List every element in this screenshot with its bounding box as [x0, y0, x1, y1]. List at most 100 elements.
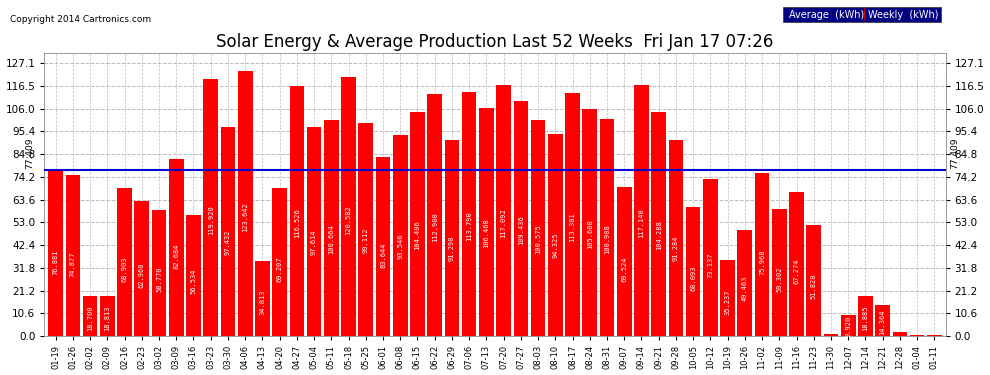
Text: 62.960: 62.960 [139, 262, 145, 288]
Bar [514, 101, 529, 336]
Text: 9.920: 9.920 [845, 316, 851, 337]
Bar [203, 79, 218, 336]
Bar [582, 110, 597, 336]
Text: 74.877: 74.877 [70, 251, 76, 276]
Bar [342, 77, 355, 336]
Text: 109.436: 109.436 [518, 216, 524, 245]
Text: 69.524: 69.524 [621, 256, 628, 282]
Text: 104.288: 104.288 [655, 220, 661, 250]
Text: 113.301: 113.301 [569, 212, 575, 242]
Text: 112.900: 112.900 [432, 212, 438, 242]
Bar [721, 261, 735, 336]
Text: 77.409: 77.409 [26, 137, 35, 169]
Text: 34.813: 34.813 [259, 290, 265, 315]
Text: 49.463: 49.463 [742, 276, 747, 301]
Text: Copyright 2014 Cartronics.com: Copyright 2014 Cartronics.com [10, 15, 151, 24]
Text: 106.468: 106.468 [483, 218, 489, 248]
Text: 91.284: 91.284 [673, 235, 679, 261]
Text: 18.813: 18.813 [104, 305, 110, 331]
Bar [151, 210, 166, 336]
Bar [186, 215, 201, 336]
Bar [668, 140, 683, 336]
Text: 93.546: 93.546 [397, 233, 403, 258]
Text: 100.575: 100.575 [535, 224, 542, 254]
Bar [531, 120, 545, 336]
Bar [100, 296, 115, 336]
Bar [875, 305, 890, 336]
Bar [927, 335, 941, 336]
Bar [548, 134, 562, 336]
Text: 56.534: 56.534 [190, 269, 196, 294]
Bar [651, 112, 666, 336]
Text: 120.582: 120.582 [346, 205, 351, 234]
Bar [221, 127, 236, 336]
Text: 94.325: 94.325 [552, 232, 558, 258]
Bar [703, 179, 718, 336]
Text: 119.920: 119.920 [208, 206, 214, 235]
Bar [358, 123, 373, 336]
Text: 60.093: 60.093 [690, 266, 696, 291]
Bar [738, 230, 752, 336]
Text: 59.302: 59.302 [776, 266, 782, 292]
Bar [807, 225, 821, 336]
Bar [393, 135, 408, 336]
Bar [255, 261, 269, 336]
Text: 113.790: 113.790 [466, 211, 472, 241]
Bar [893, 332, 907, 336]
Text: 117.092: 117.092 [501, 208, 507, 238]
Text: 100.664: 100.664 [329, 224, 335, 254]
Text: 14.364: 14.364 [880, 309, 886, 335]
Text: 67.274: 67.274 [794, 258, 800, 284]
Text: 68.903: 68.903 [122, 257, 128, 282]
Bar [272, 188, 287, 336]
Bar [824, 334, 839, 336]
Bar [375, 156, 390, 336]
Bar [445, 140, 459, 336]
Text: 58.770: 58.770 [156, 267, 162, 292]
Bar [289, 86, 304, 336]
Text: 116.526: 116.526 [294, 209, 300, 238]
Bar [307, 126, 322, 336]
Text: 104.406: 104.406 [415, 220, 421, 250]
Text: 18.885: 18.885 [862, 305, 868, 331]
Bar [169, 159, 183, 336]
Text: 97.432: 97.432 [225, 229, 231, 255]
Bar [600, 120, 615, 336]
Text: 117.140: 117.140 [639, 208, 644, 238]
Text: 99.112: 99.112 [362, 228, 369, 253]
Text: 75.968: 75.968 [759, 250, 765, 276]
Bar [461, 92, 476, 336]
Bar [117, 188, 132, 336]
Text: 69.207: 69.207 [276, 256, 282, 282]
Text: 123.642: 123.642 [243, 202, 248, 231]
Bar [479, 108, 494, 336]
Bar [565, 93, 580, 336]
Text: 97.614: 97.614 [311, 229, 317, 255]
Bar [135, 201, 149, 336]
Text: 91.290: 91.290 [448, 235, 455, 261]
Text: 105.608: 105.608 [587, 219, 593, 249]
Text: 77.409: 77.409 [950, 137, 959, 169]
Bar [65, 176, 80, 336]
Bar [635, 85, 648, 336]
Text: 82.684: 82.684 [173, 243, 179, 269]
Bar [617, 187, 632, 336]
Bar [858, 296, 873, 336]
Title: Solar Energy & Average Production Last 52 Weeks  Fri Jan 17 07:26: Solar Energy & Average Production Last 5… [216, 33, 774, 51]
Bar [83, 296, 97, 336]
Text: 76.881: 76.881 [52, 249, 58, 274]
Bar [324, 120, 339, 336]
Bar [428, 94, 442, 336]
Bar [238, 70, 252, 336]
Text: 35.237: 35.237 [725, 290, 731, 315]
Bar [772, 209, 787, 336]
Bar [754, 173, 769, 336]
Bar [410, 112, 425, 336]
Bar [686, 207, 701, 336]
Text: 51.820: 51.820 [811, 273, 817, 299]
Text: 83.644: 83.644 [380, 243, 386, 268]
Text: 73.137: 73.137 [708, 253, 714, 278]
Bar [841, 315, 855, 336]
Bar [49, 171, 63, 336]
Bar [496, 85, 511, 336]
